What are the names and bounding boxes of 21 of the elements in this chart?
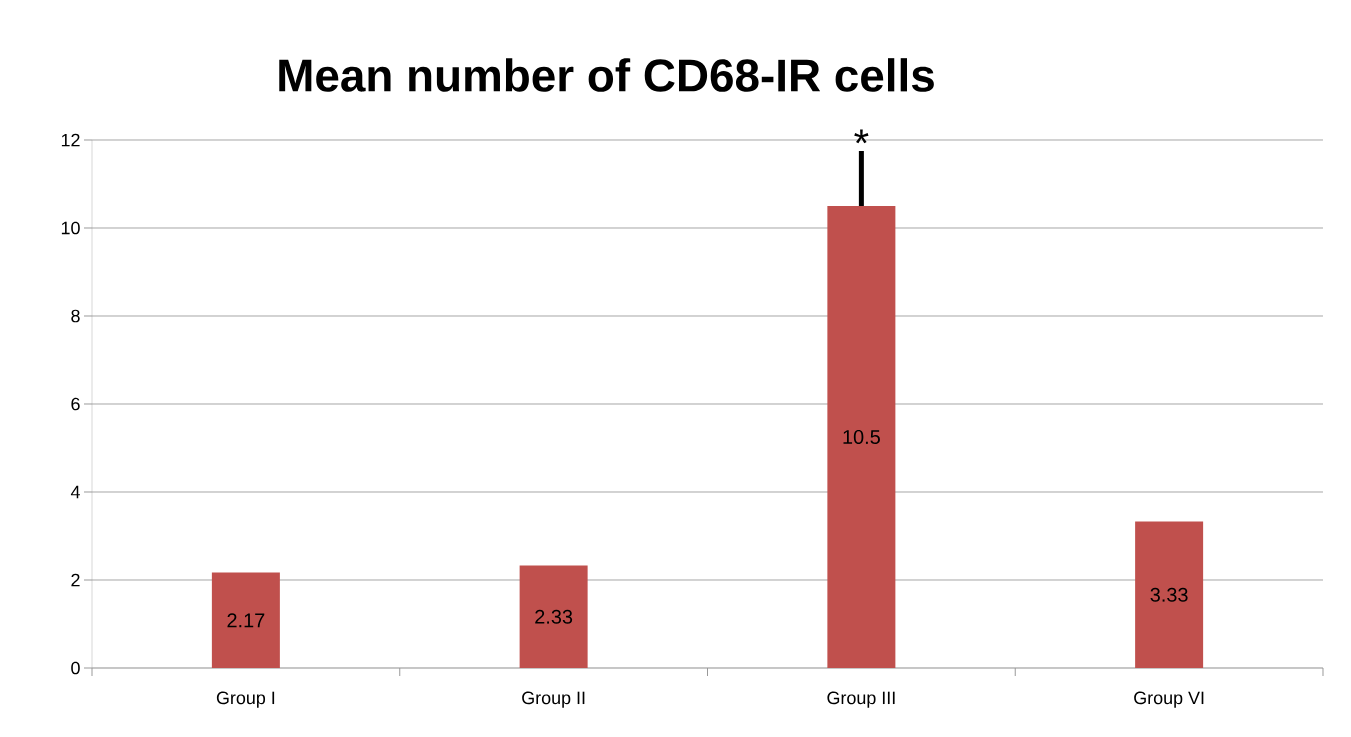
y-tick-label: 8: [71, 309, 80, 323]
y-tick-label: 4: [70, 485, 80, 499]
y-tick-label: 6: [71, 397, 80, 411]
y-tick-label: 12: [61, 133, 80, 147]
chart-title: Mean number of CD68-IR cells: [279, 58, 934, 92]
data-label: 10.5: [843, 429, 880, 445]
x-tick-label: Group I: [216, 691, 275, 708]
bar: [827, 206, 896, 668]
y-tick-label: 10: [61, 221, 80, 235]
y-tick-label: 2: [71, 573, 80, 587]
bar: [211, 572, 280, 668]
bar: [519, 565, 588, 668]
data-label: 2.33: [535, 609, 573, 624]
y-tick-label: 0: [71, 661, 80, 675]
bar: [1135, 521, 1204, 668]
data-label: 2.17: [227, 613, 265, 628]
x-tick-label: Group II: [522, 691, 585, 708]
data-label: 3.33: [1150, 587, 1188, 602]
x-tick-label: Group VI: [1134, 691, 1204, 708]
annotation: *: [854, 129, 869, 144]
x-tick-label: Group III: [827, 691, 895, 708]
